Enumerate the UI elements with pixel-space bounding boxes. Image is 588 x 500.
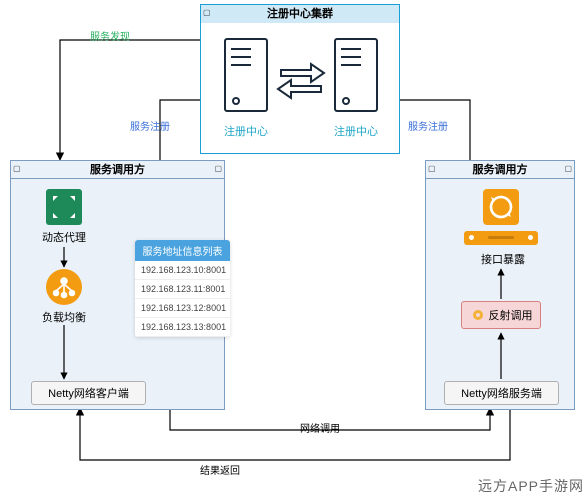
registry-node-label-left: 注册中心 xyxy=(219,123,273,139)
sync-arrows-icon xyxy=(276,60,326,100)
address-list-row: 192.168.123.13:8001 xyxy=(135,318,230,337)
proxy-label: 动态代理 xyxy=(33,229,95,245)
address-list-row: 192.168.123.11:8001 xyxy=(135,280,230,299)
panel-handle-icon: ▢ xyxy=(214,164,222,173)
registry-title: 注册中心集群 xyxy=(201,5,399,23)
expose-icon xyxy=(483,189,519,225)
panel-handle-icon: ▢ xyxy=(203,8,211,17)
gear-icon xyxy=(470,307,486,323)
panel-handle-icon: ▢ xyxy=(564,164,572,173)
edge-result-return xyxy=(80,408,510,460)
label-register-left: 服务注册 xyxy=(130,118,170,133)
netty-server-box: Netty网络服务端 xyxy=(444,381,559,405)
watermark-text: 远方APP手游网 xyxy=(478,476,584,496)
label-net-call: 网络调用 xyxy=(300,420,340,435)
registry-panel: 注册中心集群 ▢ 注册中心 注册中心 xyxy=(200,4,400,154)
server-icon-right xyxy=(331,35,381,115)
reflect-label: 反射调用 xyxy=(489,307,533,323)
registry-node-label-right: 注册中心 xyxy=(329,123,383,139)
label-result-return: 结果返回 xyxy=(200,462,240,477)
provider-title: 服务调用方 xyxy=(426,161,574,179)
consumer-title: 服务调用方 xyxy=(11,161,224,179)
loadbalance-label: 负载均衡 xyxy=(33,309,95,325)
label-register-right: 服务注册 xyxy=(408,118,448,133)
server-icon-left xyxy=(221,35,271,115)
address-list-row: 192.168.123.10:8001 xyxy=(135,261,230,280)
address-list: 服务地址信息列表 192.168.123.10:8001 192.168.123… xyxy=(135,240,230,337)
label-discover: 服务发现 xyxy=(90,28,130,43)
expose-label: 接口暴露 xyxy=(474,251,532,267)
reflect-box: 反射调用 xyxy=(461,301,541,329)
loadbalance-icon xyxy=(46,269,82,305)
provider-panel: 服务调用方 ▢ ▢ 接口暴露 反射调用 Netty网络服务端 xyxy=(425,160,575,410)
expose-bar xyxy=(464,231,538,245)
address-list-header: 服务地址信息列表 xyxy=(135,240,230,261)
netty-client-box: Netty网络客户端 xyxy=(31,381,146,405)
panel-handle-icon: ▢ xyxy=(13,164,21,173)
panel-handle-icon: ▢ xyxy=(428,164,436,173)
proxy-icon xyxy=(46,189,82,225)
address-list-row: 192.168.123.12:8001 xyxy=(135,299,230,318)
